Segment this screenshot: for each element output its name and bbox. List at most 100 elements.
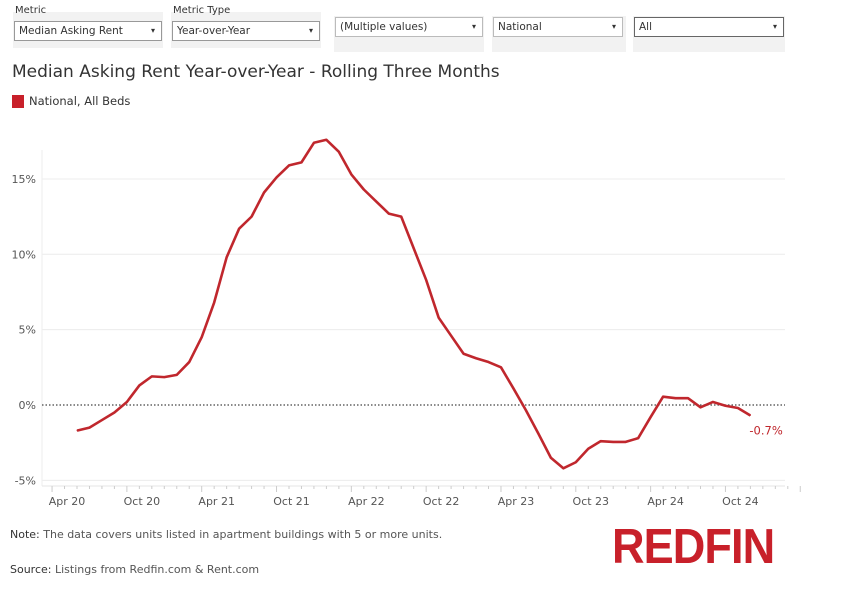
data-point <box>338 151 340 153</box>
data-point <box>300 161 302 163</box>
dropdown-arrow-icon: ▾ <box>308 26 313 35</box>
data-point <box>400 216 402 218</box>
data-point <box>138 384 140 386</box>
note-text: The data covers units listed in apartmen… <box>39 528 443 541</box>
data-point <box>525 409 527 411</box>
data-point <box>363 188 365 190</box>
data-point <box>625 441 627 443</box>
data-point <box>288 164 290 166</box>
metric-type-dropdown[interactable]: Year-over-Year ▾ <box>172 21 320 41</box>
data-point <box>450 335 452 337</box>
multiple-values-value: (Multiple values) <box>340 21 428 33</box>
y-tick-label: 0% <box>19 399 36 412</box>
data-point <box>600 440 602 442</box>
data-point <box>113 412 115 414</box>
metric-type-value: Year-over-Year <box>177 25 251 37</box>
data-point <box>388 213 390 215</box>
x-tick-label: Oct 22 <box>423 495 460 508</box>
data-point <box>413 247 415 249</box>
data-point <box>213 302 215 304</box>
end-data-label: -0.7% <box>749 424 782 438</box>
data-point <box>126 401 128 403</box>
data-point <box>425 279 427 281</box>
data-point <box>712 401 714 403</box>
data-point <box>687 397 689 399</box>
redfin-logo: REDFIN <box>612 520 775 574</box>
note: Note: The data covers units listed in ap… <box>10 528 442 541</box>
data-point <box>88 427 90 429</box>
metric-type-filter: Metric Type Year-over-Year ▾ <box>171 5 321 48</box>
data-point <box>675 397 677 399</box>
x-tick-label: Oct 20 <box>124 495 161 508</box>
beds-value: All <box>639 21 653 33</box>
data-point <box>151 375 153 377</box>
source-text: Listings from Redfin.com & Rent.com <box>51 563 260 576</box>
x-tick-label: Apr 24 <box>647 495 684 508</box>
data-point <box>176 374 178 376</box>
source: Source: Listings from Redfin.com & Rent.… <box>10 563 259 576</box>
metric-value: Median Asking Rent <box>19 25 123 37</box>
source-label: Source: <box>10 563 52 576</box>
y-tick-label: 15% <box>12 173 36 186</box>
data-point <box>226 256 228 258</box>
x-tick-label: Oct 24 <box>722 495 759 508</box>
data-point <box>101 419 103 421</box>
dropdown-arrow-icon: ▾ <box>772 22 777 31</box>
data-point <box>562 467 564 469</box>
x-tick-label: Apr 22 <box>348 495 385 508</box>
data-point <box>512 387 514 389</box>
data-point <box>188 361 190 363</box>
beds-dropdown[interactable]: All ▾ <box>634 17 784 37</box>
data-point <box>438 317 440 319</box>
line-chart: -5% 0% 5% 10% 15% Apr 20 Oct 20 Apr 21 Oct 21 Apr… <box>12 138 801 508</box>
data-point <box>488 361 490 363</box>
data-point <box>251 216 253 218</box>
data-point <box>325 139 327 141</box>
dropdown-arrow-icon: ▾ <box>611 22 616 31</box>
data-point <box>550 457 552 459</box>
data-point <box>238 228 240 230</box>
x-tick-label: Apr 23 <box>498 495 535 508</box>
dropdown-arrow-icon: ▾ <box>471 22 476 31</box>
metric-filter: Metric Median Asking Rent ▾ <box>13 5 163 48</box>
data-point <box>276 176 278 178</box>
x-tick-label: Apr 21 <box>198 495 235 508</box>
data-point <box>749 415 751 417</box>
legend-label: National, All Beds <box>29 94 131 108</box>
metric-dropdown[interactable]: Median Asking Rent ▾ <box>14 21 162 41</box>
y-tick-label: 10% <box>12 248 36 261</box>
data-point <box>587 448 589 450</box>
data-point <box>650 416 652 418</box>
data-point <box>500 366 502 368</box>
legend: National, All Beds <box>12 94 130 108</box>
data-point <box>350 173 352 175</box>
data-point <box>201 336 203 338</box>
y-tick-label: -5% <box>15 474 36 487</box>
data-point <box>737 407 739 409</box>
region-dropdown[interactable]: National ▾ <box>493 17 623 37</box>
data-point <box>612 441 614 443</box>
data-point <box>662 396 664 398</box>
data-point <box>575 461 577 463</box>
multiple-values-dropdown[interactable]: (Multiple values) ▾ <box>335 17 483 37</box>
dropdown-arrow-icon: ▾ <box>150 26 155 35</box>
x-tick-label: Oct 21 <box>273 495 310 508</box>
data-point <box>375 201 377 203</box>
data-point <box>463 353 465 355</box>
filter-3: (Multiple values) ▾ <box>334 16 484 52</box>
chart-title: Median Asking Rent Year-over-Year - Roll… <box>12 62 500 82</box>
y-tick-label: 5% <box>19 324 36 337</box>
legend-swatch <box>12 94 24 108</box>
data-point <box>263 192 265 194</box>
data-point <box>475 357 477 359</box>
data-point <box>313 142 315 144</box>
region-filter: National ▾ <box>492 16 626 52</box>
note-label: Note: <box>10 528 40 541</box>
data-point <box>637 437 639 439</box>
x-tick-label: Apr 20 <box>49 495 86 508</box>
data-point <box>724 405 726 407</box>
data-point <box>76 430 78 432</box>
series-line-national-all-beds <box>76 138 752 470</box>
data-point <box>537 433 539 435</box>
data-point <box>700 406 701 408</box>
